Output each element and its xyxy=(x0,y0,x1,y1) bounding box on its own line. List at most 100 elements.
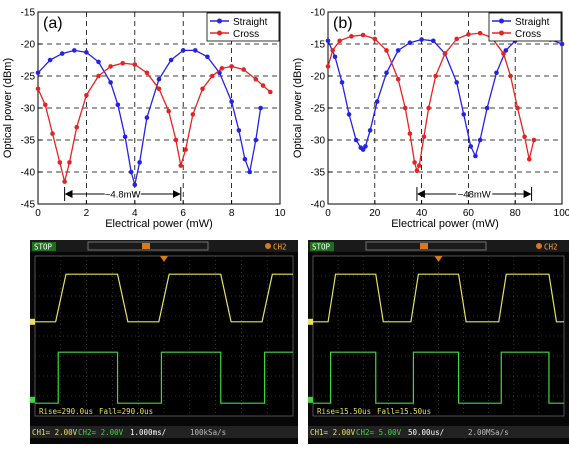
data-point-cross xyxy=(407,131,413,136)
data-point-cross xyxy=(183,147,188,152)
x-tick-label: 2 xyxy=(84,208,90,219)
footer-label: 2.00MSa/s xyxy=(468,428,509,437)
data-point-straight xyxy=(144,115,150,120)
memory-marker xyxy=(420,243,428,249)
y-tick-label: -15 xyxy=(311,40,326,51)
data-point-cross xyxy=(67,160,72,165)
data-point-cross xyxy=(178,163,184,168)
trace-ch2 xyxy=(35,351,293,404)
scope-footer xyxy=(30,426,298,438)
stop-badge xyxy=(32,242,56,251)
data-point-straight xyxy=(339,80,345,85)
data-point-cross xyxy=(349,34,354,39)
data-point-cross xyxy=(229,64,234,69)
data-point-straight xyxy=(193,48,198,53)
data-point-straight xyxy=(47,57,53,63)
annotation-text: ~48mW xyxy=(458,190,491,201)
y-axis-label: Optical power (dBm) xyxy=(292,58,304,158)
memory-bar xyxy=(87,241,209,251)
channel-marker-ch2 xyxy=(308,396,313,403)
measurement-text: Fall=15.50us xyxy=(377,407,431,416)
data-point-cross xyxy=(442,51,448,56)
x-tick-label: 40 xyxy=(416,208,428,219)
footer-label: 1.000ms/ xyxy=(130,428,166,437)
data-point-straight xyxy=(407,40,413,46)
data-point-straight xyxy=(367,128,373,133)
data-point-straight xyxy=(503,48,509,53)
data-point-straight xyxy=(115,102,121,108)
data-point-straight xyxy=(236,128,242,133)
data-point-straight xyxy=(461,112,467,117)
x-tick-label: 0 xyxy=(325,208,331,219)
data-point-cross xyxy=(241,67,246,72)
data-point-cross xyxy=(414,168,420,174)
data-point-straight xyxy=(59,51,65,56)
data-point-cross xyxy=(454,36,460,42)
trace-ch1 xyxy=(313,273,564,323)
x-axis-label: Electrical power (mW) xyxy=(105,218,213,230)
data-point-straight xyxy=(494,70,499,76)
footer-label: 50.00us/ xyxy=(408,428,444,437)
data-point-cross xyxy=(412,160,417,165)
data-point-cross xyxy=(84,92,89,98)
data-point-cross xyxy=(120,60,125,66)
panel-label: (b) xyxy=(333,15,353,32)
data-point-cross xyxy=(395,76,401,82)
legend-label: Straight xyxy=(233,17,268,28)
data-point-straight xyxy=(137,160,142,165)
memory-bar xyxy=(365,241,487,251)
memory-marker xyxy=(142,243,150,249)
data-point-cross xyxy=(74,124,80,130)
data-point-cross xyxy=(209,73,215,79)
data-point-cross xyxy=(173,137,179,143)
y-tick-label: -30 xyxy=(21,104,36,115)
data-point-straight xyxy=(205,54,210,60)
channel-marker-ch1 xyxy=(30,318,35,325)
data-point-cross xyxy=(200,86,205,92)
x-tick-label: 100 xyxy=(554,208,569,219)
trace-ch1 xyxy=(35,273,293,323)
legend-marker xyxy=(217,18,222,24)
footer-label: CH1= 2.00V xyxy=(310,428,356,437)
y-tick-label: -25 xyxy=(21,72,36,83)
data-point-cross xyxy=(35,86,41,92)
trigger-label: CH2 xyxy=(544,243,558,252)
data-point-straight xyxy=(419,37,424,42)
legend-marker xyxy=(499,18,504,24)
data-point-straight xyxy=(454,80,460,85)
trigger-position-icon xyxy=(434,256,443,262)
data-point-cross xyxy=(421,134,427,140)
x-tick-label: 80 xyxy=(510,208,522,219)
footer-label: CH2= 5.00V xyxy=(356,428,402,437)
data-point-cross xyxy=(522,134,527,140)
footer-label: 100kSa/s xyxy=(190,428,226,437)
data-point-straight xyxy=(180,48,186,53)
scope-topbar xyxy=(308,240,569,252)
data-point-cross xyxy=(253,76,259,82)
scope-footer xyxy=(308,426,569,438)
data-point-cross xyxy=(96,73,101,79)
y-tick-label: -45 xyxy=(21,200,36,211)
data-point-cross xyxy=(132,62,138,67)
legend-label: Cross xyxy=(233,29,259,40)
data-point-straight xyxy=(332,54,338,60)
stop-label: STOP xyxy=(34,243,53,252)
data-point-straight xyxy=(346,112,352,117)
trigger-icon xyxy=(536,243,542,249)
y-tick-label: -40 xyxy=(21,168,36,179)
data-point-cross xyxy=(219,66,225,71)
data-point-straight xyxy=(353,137,359,143)
chart-a: 0 2 4 6 8 10 -45 -40 -35 -30 -25 -20 -15 Electrical p… xyxy=(2,8,286,231)
measurement-text: Rise=290.0us xyxy=(39,407,93,416)
data-point-cross xyxy=(108,64,113,69)
data-point-straight xyxy=(242,156,248,162)
data-point-straight xyxy=(360,147,366,152)
data-point-cross xyxy=(501,51,506,56)
stop-label: STOP xyxy=(312,243,331,252)
trigger-icon xyxy=(265,243,271,249)
legend-marker xyxy=(217,30,222,36)
data-point-cross xyxy=(190,112,196,117)
y-tick-label: -35 xyxy=(21,136,36,147)
data-point-straight xyxy=(431,38,436,44)
